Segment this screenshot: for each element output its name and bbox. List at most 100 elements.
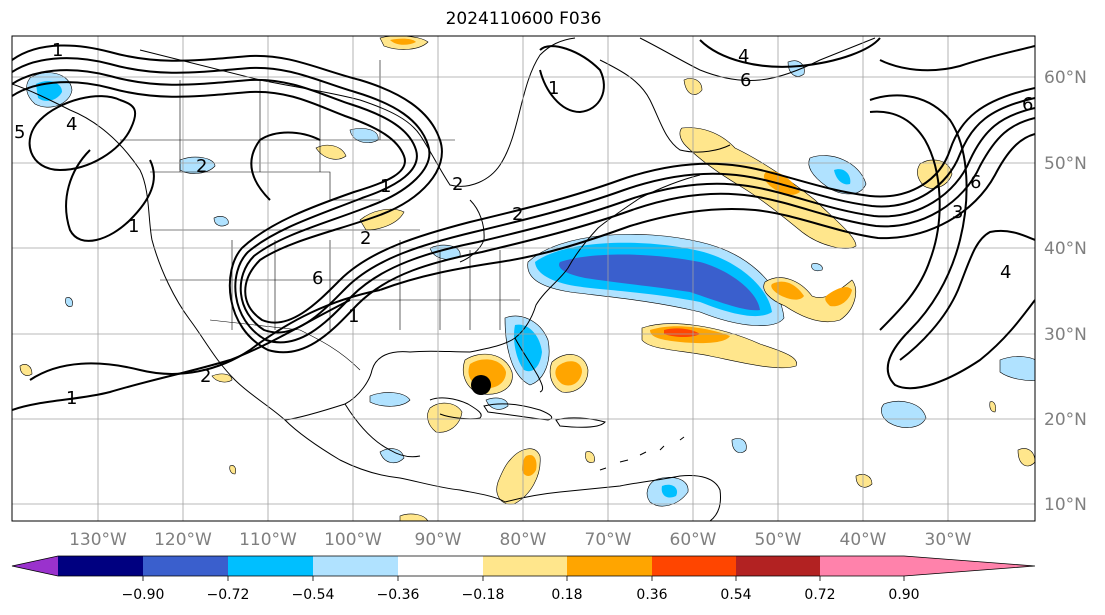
contour-label: 1 [66, 388, 77, 409]
contour-label: 2 [512, 204, 523, 225]
colorbar-segment [567, 556, 652, 576]
negative-small-2 [213, 216, 229, 227]
colorbar-tick-label: −0.36 [377, 587, 420, 603]
lon-tick-label: 70°W [585, 530, 632, 550]
positive-bahamas-core [555, 361, 582, 386]
negative-north-atlantic-core [834, 169, 851, 185]
colorbar-tick-label: −0.90 [122, 587, 165, 603]
positive-south [399, 513, 429, 521]
contour-label: 1 [380, 176, 391, 197]
colorbar-segment [398, 556, 483, 576]
contour-label: 2 [196, 156, 207, 177]
lon-tick-label: 130°W [69, 530, 127, 550]
lon-tick-label: 90°W [415, 530, 462, 550]
colorbar-tick-label: 0.54 [720, 587, 751, 603]
height-contours [12, 37, 1035, 411]
lon-tick-label: 120°W [154, 530, 212, 550]
positive-labrador-sea [679, 127, 857, 249]
negative-gulf-west [369, 392, 411, 407]
positive-small-4 [19, 364, 33, 376]
colorbar-segment [313, 556, 398, 576]
contour-label: 6 [970, 172, 981, 193]
lat-tick-label: 30°N [1044, 325, 1087, 345]
positive-small-5 [989, 401, 996, 413]
positive-hudson-bay [315, 144, 347, 160]
lon-tick-label: 100°W [324, 530, 382, 550]
colorbar-extend-high [904, 556, 1035, 576]
contour-label: 4 [738, 46, 749, 67]
contour-label: 4 [66, 114, 77, 135]
contour-label: 1 [548, 78, 559, 99]
lon-tick-label: 40°W [840, 530, 887, 550]
contour-label: 1 [52, 40, 63, 61]
colorbar-tick-label: −0.54 [292, 587, 335, 603]
negative-east-atl [999, 356, 1035, 381]
positive-central-america-core [522, 454, 537, 476]
contour-label: 3 [952, 202, 963, 223]
colorbar-tick-label: 0.90 [888, 587, 919, 603]
negative-central-atl [881, 401, 927, 428]
lat-tick-label: 40°N [1044, 239, 1087, 259]
negative-central-america [379, 448, 405, 464]
political-borders [120, 60, 520, 371]
contour-label: 6 [740, 70, 751, 91]
lon-tick-label: 80°W [500, 530, 547, 550]
colorbar-tick-label: −0.18 [462, 587, 505, 603]
positive-plains [359, 208, 405, 231]
colorbar-segment [483, 556, 567, 576]
colorbar-extend-low [12, 556, 58, 576]
contour-label: 1 [128, 216, 139, 237]
contour-label: 2 [452, 174, 463, 195]
lon-tick-label: 50°W [755, 530, 802, 550]
storm-center-marker [471, 375, 491, 395]
lat-axis: 60°N 50°N 40°N 30°N 20°N 10°N [1044, 68, 1087, 515]
map-title: 2024110600 F036 [445, 9, 602, 29]
positive-mid-atlantic-core [771, 281, 804, 300]
map-frame [11, 35, 1036, 522]
lat-tick-label: 10°N [1044, 495, 1087, 515]
contour-labels: 1 2 4 6 5 4 1 1 2 6 1 2 1 6 6 4 2 3 1 2 [14, 40, 1033, 409]
contour-label: 6 [312, 268, 323, 289]
negative-small-1 [731, 438, 747, 453]
lon-tick-label: 110°W [239, 530, 297, 550]
lon-axis: 130°W 120°W 110°W 100°W 90°W 80°W 70°W 6… [69, 530, 972, 550]
lat-tick-label: 60°N [1044, 68, 1087, 88]
colorbar-tick-label: 0.36 [636, 587, 667, 603]
positive-atlantic-band-core [664, 328, 700, 337]
contour-label: 1 [348, 306, 359, 327]
colorbar-tick-label: 0.72 [804, 587, 835, 603]
contour-label: 4 [1000, 262, 1011, 283]
contour-label: 6 [1022, 94, 1033, 115]
colorbar-segment [820, 556, 904, 576]
lon-tick-label: 30°W [925, 530, 972, 550]
colorbar-segment [228, 556, 313, 576]
positive-canada-top-core [390, 38, 416, 45]
colorbar-segment [736, 556, 820, 576]
lat-tick-label: 20°N [1044, 410, 1087, 430]
contour-label: 2 [200, 366, 211, 387]
positive-small-7 [229, 465, 236, 475]
colorbar: −0.90 −0.72 −0.54 −0.36 −0.18 0.18 0.36 … [11, 555, 1036, 603]
positive-small-3 [1017, 448, 1035, 467]
contour-label: 5 [14, 122, 25, 143]
positive-mid-atlantic-core2 [825, 287, 852, 307]
colorbar-outline [11, 555, 1036, 577]
negative-alaska-core [36, 81, 62, 101]
colorbar-segment [652, 556, 736, 576]
lon-tick-label: 60°W [670, 530, 717, 550]
negative-band-atlantic-core [559, 254, 760, 311]
negative-caribbean-core [661, 484, 678, 498]
positive-labrador-sea-core [763, 171, 800, 195]
negative-small-3 [65, 297, 73, 307]
colorbar-tick-label: −0.72 [207, 587, 250, 603]
graticule [12, 36, 1035, 521]
colorbar-segment [143, 556, 228, 576]
colorbar-segment [58, 556, 143, 576]
map-background [12, 36, 1035, 521]
positive-small-1 [585, 451, 595, 463]
negative-small-4 [811, 263, 823, 272]
colorbar-tick-label: 0.18 [551, 587, 582, 603]
contour-label: 2 [360, 228, 371, 249]
negative-canada [179, 156, 216, 174]
